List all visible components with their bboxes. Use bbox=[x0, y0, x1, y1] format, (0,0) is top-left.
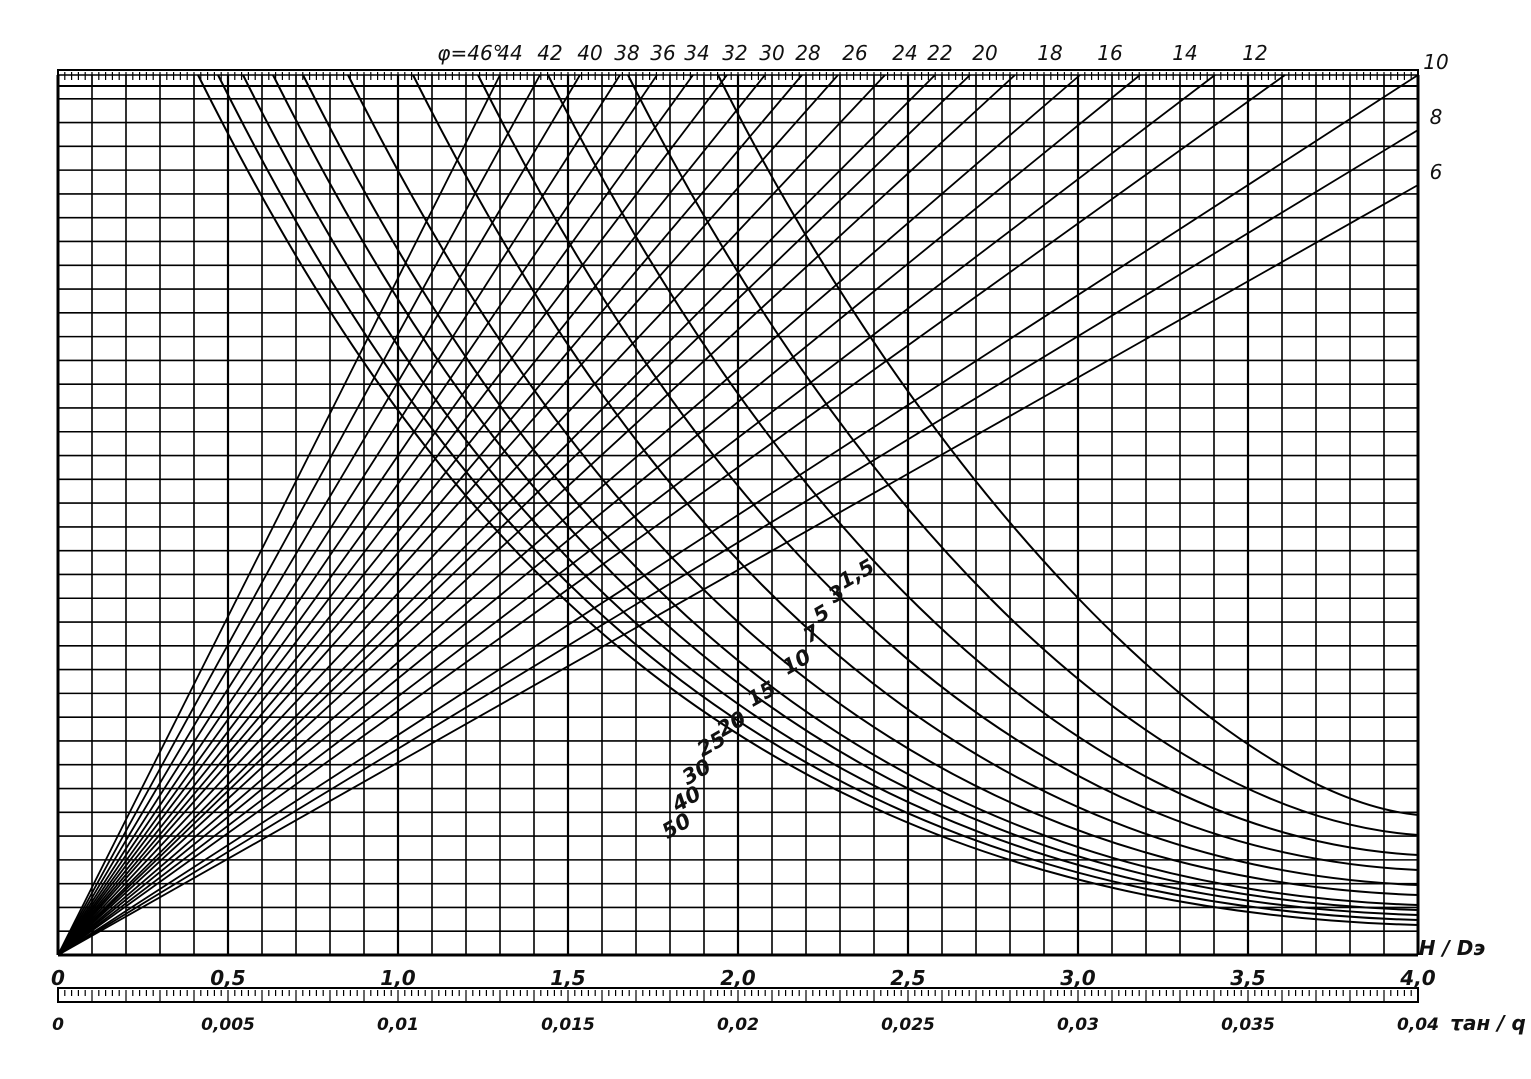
phi-curve-family bbox=[57, 74, 1419, 956]
phi-label: 14 bbox=[1172, 41, 1197, 65]
phi-curve bbox=[57, 74, 1141, 956]
phi-label: 22 bbox=[927, 41, 952, 65]
x-tick-label: 3,0 bbox=[1060, 966, 1096, 990]
phi-curve bbox=[57, 74, 936, 956]
phi-curve bbox=[57, 74, 1286, 956]
x2-tick-label: 0,025 bbox=[881, 1015, 935, 1035]
phi-curve bbox=[57, 74, 581, 956]
x-tick-label: 1,0 bbox=[380, 966, 416, 990]
x2-tick-label: 0,015 bbox=[541, 1015, 595, 1035]
phi-label: 28 bbox=[795, 41, 820, 65]
e-curve bbox=[217, 74, 1419, 921]
x-tick-label: 1,5 bbox=[550, 966, 585, 990]
phi-curve bbox=[57, 74, 621, 956]
phi-curve bbox=[57, 74, 803, 956]
e-label: 10 bbox=[778, 644, 815, 679]
phi-label: 8 bbox=[1430, 105, 1443, 129]
phi-curve bbox=[57, 129, 1419, 956]
phi-label: 44 bbox=[497, 41, 522, 65]
e-curve bbox=[627, 74, 1419, 836]
phi-label: 16 bbox=[1097, 41, 1122, 65]
phi-curve bbox=[57, 74, 501, 956]
phi-label: 36 bbox=[650, 41, 675, 65]
e-curve bbox=[242, 74, 1419, 916]
e-curve bbox=[547, 74, 1419, 856]
x2-tick-label: 0,01 bbox=[377, 1015, 419, 1035]
x2-tick-label: 0,04 bbox=[1397, 1015, 1439, 1035]
e-label: 50 bbox=[658, 808, 695, 843]
e-curve bbox=[272, 74, 1419, 911]
e-label: 30 bbox=[678, 754, 715, 789]
phi-label: 6 bbox=[1430, 160, 1443, 184]
x2-tick-label: 0 bbox=[52, 1015, 64, 1035]
x-axis-label: H / Dэ bbox=[1419, 936, 1486, 960]
x-tick-label: 3,5 bbox=[1230, 966, 1265, 990]
phi-label: 40 bbox=[577, 41, 602, 65]
phi-curve bbox=[57, 74, 1216, 956]
phi-curve bbox=[57, 74, 971, 956]
x2-tick-label: 0,02 bbox=[717, 1015, 759, 1035]
x-tick-label: 0,5 bbox=[210, 966, 245, 990]
e-curve bbox=[412, 74, 1419, 886]
x-tick-label: 2,5 bbox=[890, 966, 925, 990]
phi-label: 26 bbox=[842, 41, 867, 65]
e-curve bbox=[717, 74, 1419, 816]
phi-curve bbox=[57, 74, 886, 956]
e-curve bbox=[477, 74, 1419, 871]
phi-label: 24 bbox=[892, 41, 917, 65]
phi-curve bbox=[57, 184, 1419, 956]
phi-curve bbox=[57, 74, 1016, 956]
phi-curve bbox=[57, 74, 1419, 956]
phi-label: 42 bbox=[537, 41, 562, 65]
phi-label: φ=46° bbox=[437, 41, 502, 65]
phi-label: 34 bbox=[684, 41, 709, 65]
x2-tick-label: 0,03 bbox=[1057, 1015, 1099, 1035]
x2-axis-label: τан / q bbox=[1450, 1011, 1526, 1035]
phi-curve bbox=[57, 74, 1081, 956]
chart-grid bbox=[56, 74, 1420, 956]
x-tick-label: 2,0 bbox=[720, 966, 756, 990]
x2-tick-label: 0,035 bbox=[1221, 1015, 1275, 1035]
e-curve bbox=[197, 74, 1419, 926]
e-curve-family bbox=[197, 74, 1419, 926]
phi-label: 32 bbox=[722, 41, 747, 65]
phi-label: 18 bbox=[1037, 41, 1062, 65]
phi-label: 30 bbox=[759, 41, 784, 65]
e-curve bbox=[302, 74, 1419, 906]
phi-label: 12 bbox=[1242, 41, 1267, 65]
e-label: 15 bbox=[743, 676, 780, 711]
phi-label: 38 bbox=[614, 41, 639, 65]
phi-label: 20 bbox=[972, 41, 997, 65]
phi-label: 10 bbox=[1423, 50, 1448, 74]
e-curve bbox=[347, 74, 1419, 896]
x-tick-label: 0 bbox=[51, 966, 65, 990]
x2-tick-label: 0,005 bbox=[201, 1015, 255, 1035]
phi-curve bbox=[57, 74, 694, 956]
chart-axes bbox=[56, 75, 1420, 1003]
x-tick-label: 4,0 bbox=[1399, 966, 1436, 990]
phi-curve bbox=[57, 74, 766, 956]
phi-curve bbox=[57, 74, 839, 956]
phi-curve bbox=[57, 74, 728, 956]
top-ruler bbox=[57, 69, 1419, 87]
phi-curve bbox=[57, 74, 541, 956]
